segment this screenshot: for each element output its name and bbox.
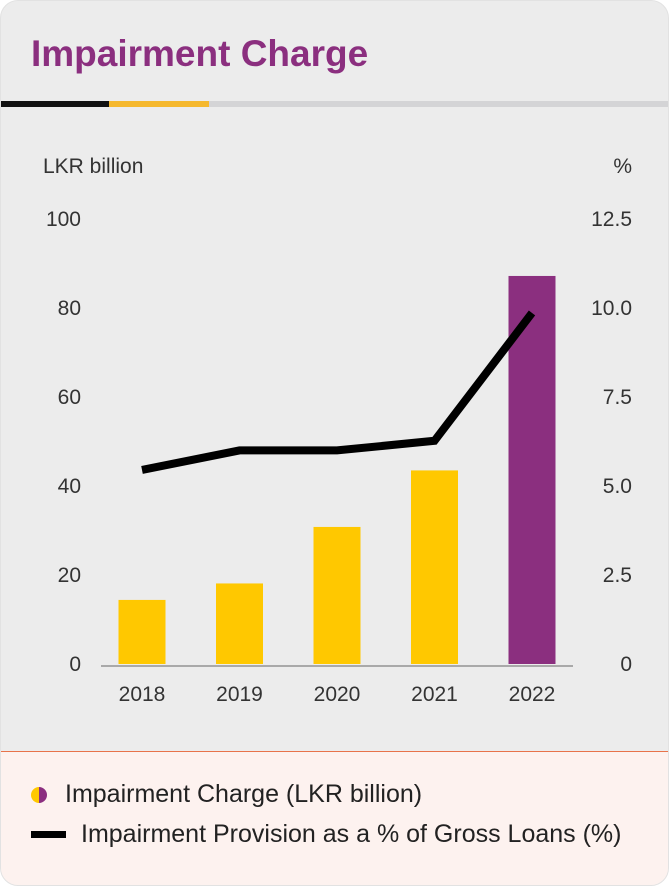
bar-2018 bbox=[118, 599, 166, 664]
y-tick-label: 0 bbox=[69, 653, 81, 676]
chart-title: Impairment Charge bbox=[31, 33, 369, 74]
y2-tick-label: 12.5 bbox=[591, 208, 632, 231]
bar-2020 bbox=[313, 526, 361, 664]
y-tick-label: 60 bbox=[58, 386, 81, 409]
legend-label: Impairment Provision as a % of Gross Loa… bbox=[81, 820, 622, 848]
y-tick-label: 80 bbox=[58, 297, 81, 320]
y2-tick-label: 2.5 bbox=[603, 564, 632, 587]
y2-tick-label: 10.0 bbox=[591, 297, 632, 320]
bar-2021 bbox=[411, 470, 458, 664]
x-tick-label: 2018 bbox=[119, 683, 166, 706]
y-tick-label: 100 bbox=[46, 208, 81, 231]
y2-tick-label: 5.0 bbox=[603, 475, 632, 498]
y2-tick-label: 0 bbox=[620, 653, 632, 676]
y-tick-label: 40 bbox=[58, 475, 81, 498]
legend-item-line: Impairment Provision as a % of Gross Loa… bbox=[31, 820, 621, 849]
x-tick-label: 2021 bbox=[411, 683, 458, 706]
x-tick-label: 2020 bbox=[314, 683, 361, 706]
y2-tick-label: 7.5 bbox=[603, 386, 632, 409]
legend-line-icon bbox=[31, 831, 66, 838]
bar-2022 bbox=[508, 275, 556, 664]
chart-plot: LKR billion % 0 20 40 60 80 100 0 2.5 5.0 7.5 10.0 12… bbox=[43, 155, 632, 706]
y-axis-label: LKR billion bbox=[43, 155, 143, 178]
legend-dot-icon bbox=[31, 786, 47, 803]
legend-item-bar: Impairment Charge (LKR billion) bbox=[31, 780, 422, 809]
y2-axis-label: % bbox=[613, 155, 632, 178]
legend-label: Impairment Charge (LKR billion) bbox=[65, 780, 423, 808]
y-tick-label: 20 bbox=[58, 564, 81, 587]
title-divider bbox=[1, 101, 668, 107]
x-tick-label: 2019 bbox=[216, 683, 263, 706]
legend: Impairment Charge (LKR billion) Impairme… bbox=[1, 751, 668, 885]
line-series bbox=[141, 310, 536, 474]
bar-2019 bbox=[216, 583, 263, 664]
x-tick-label: 2022 bbox=[509, 683, 556, 706]
